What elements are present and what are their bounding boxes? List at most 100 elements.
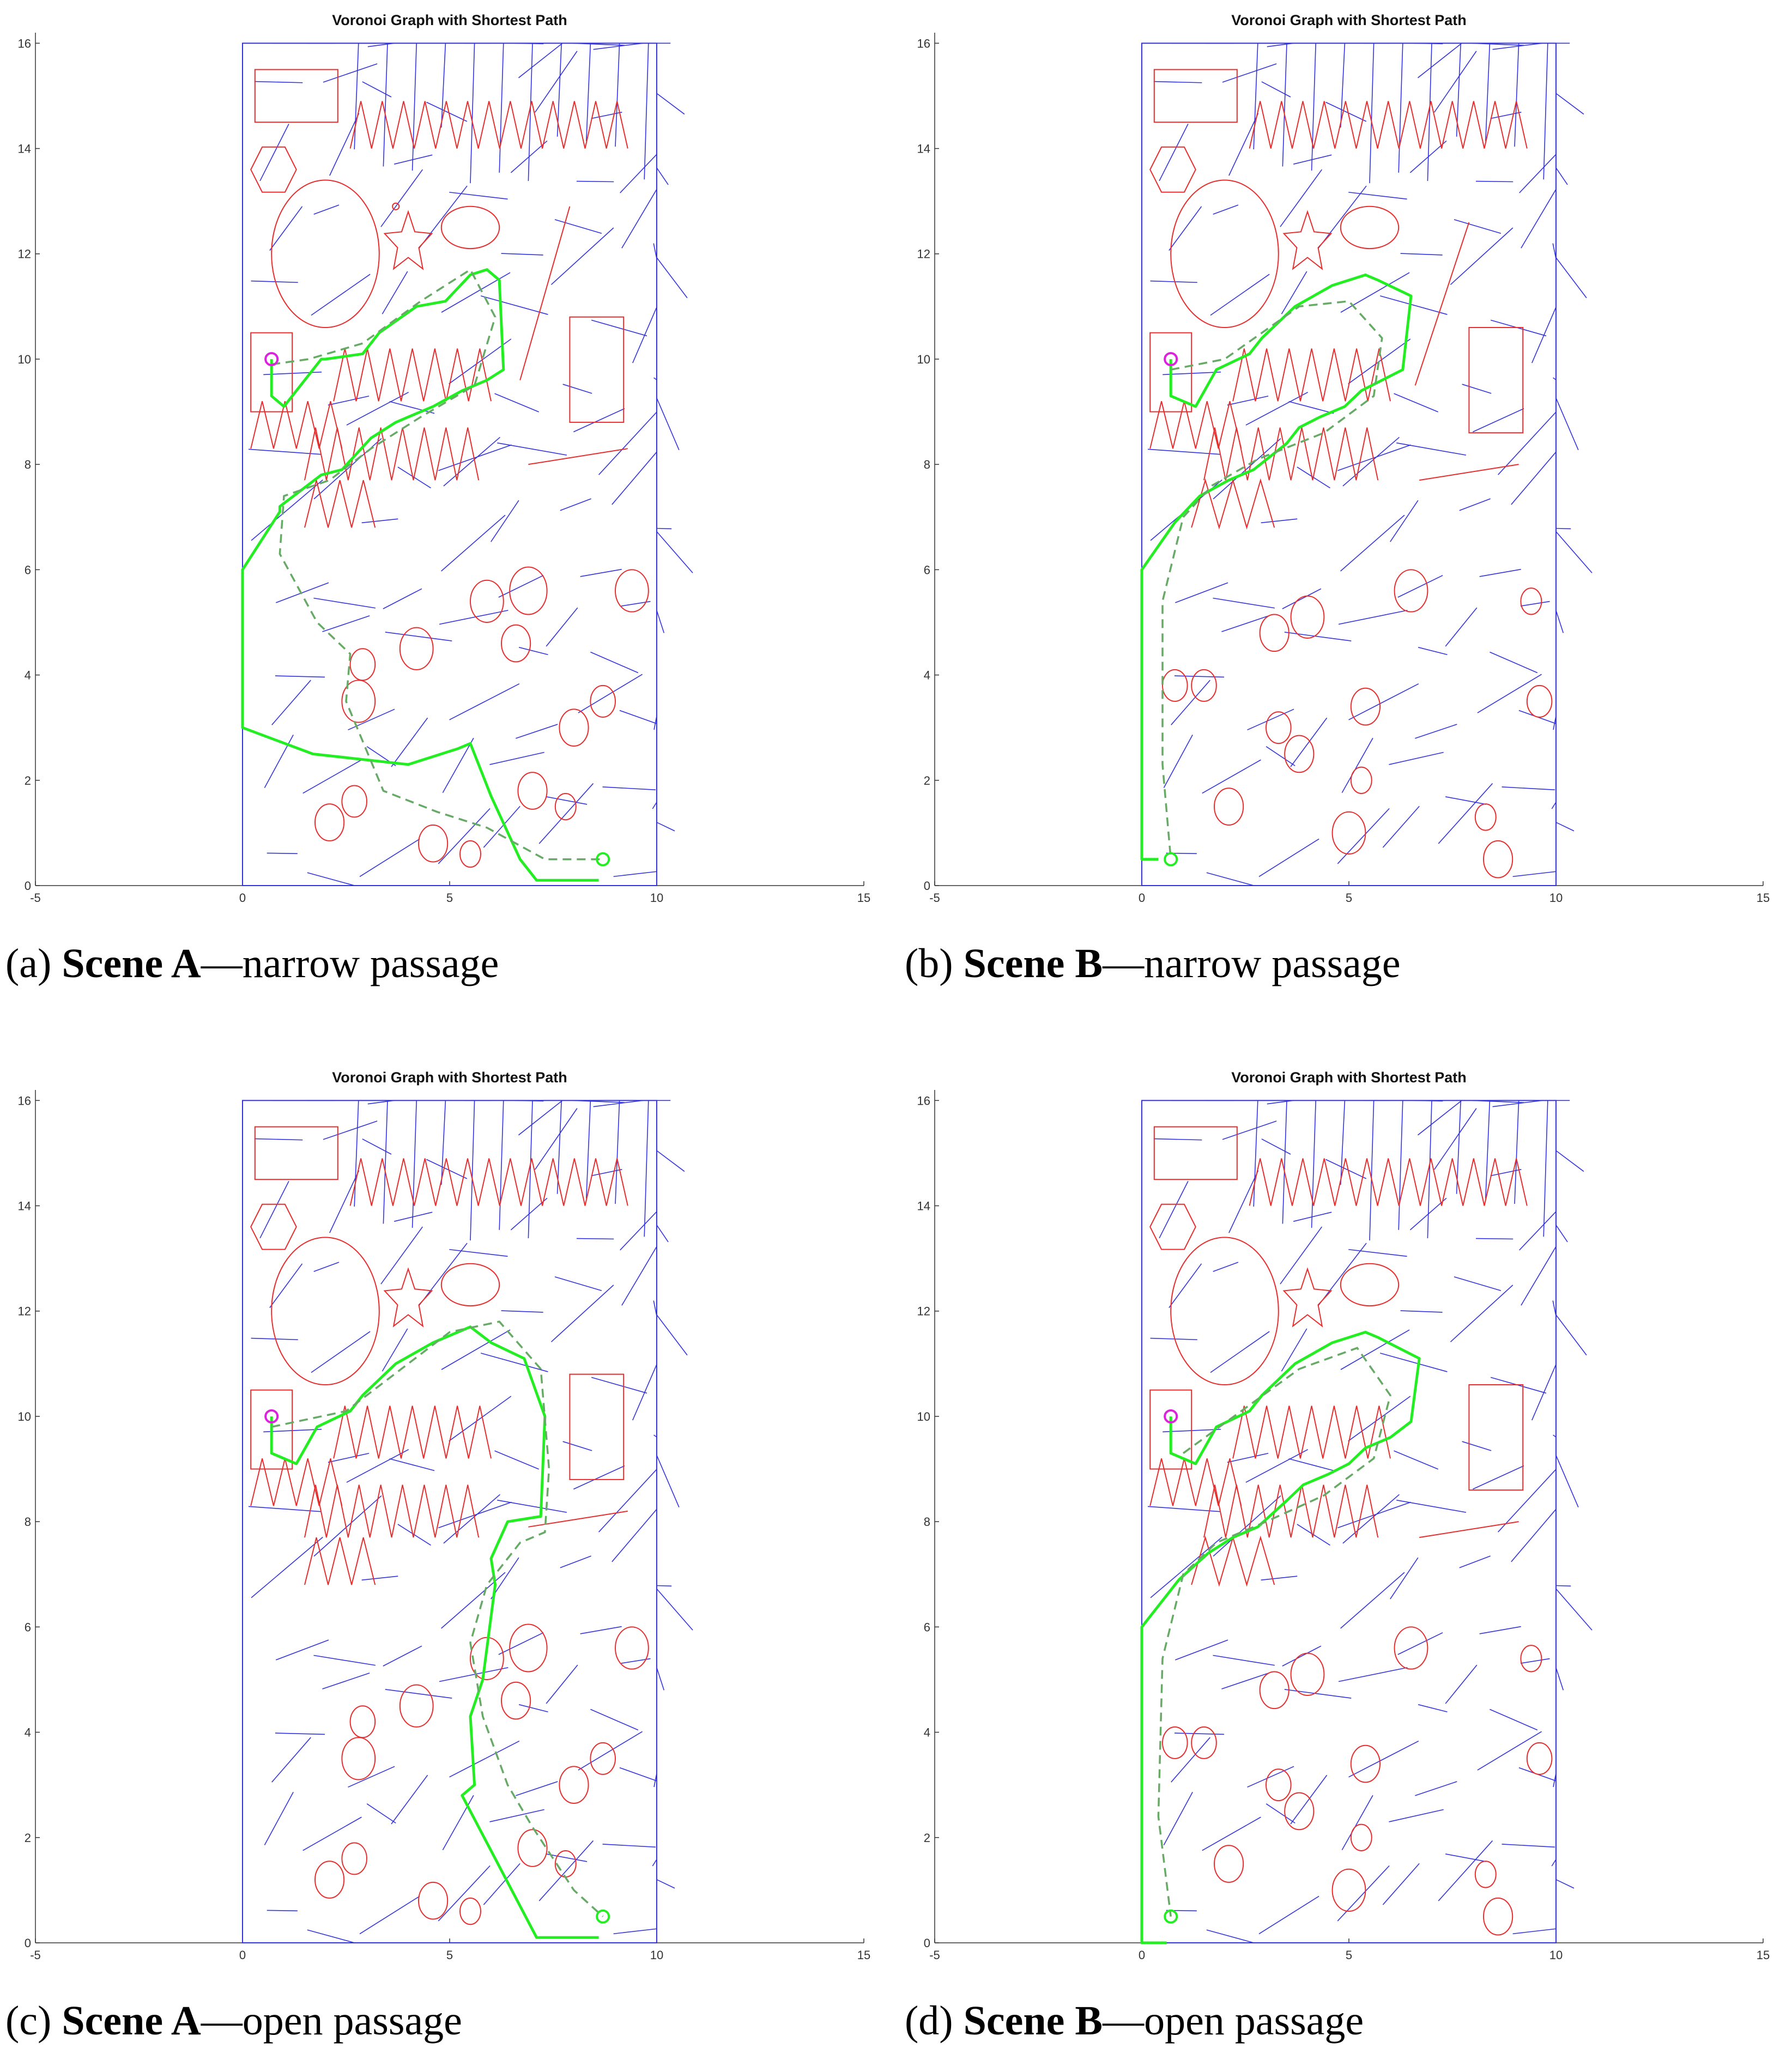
- voronoi-edge: [1267, 43, 1294, 47]
- voronoi-edge: [393, 154, 433, 165]
- obstacle-ellipse: [418, 824, 449, 863]
- voronoi-edge: [656, 1225, 669, 1243]
- x-tick-label: 10: [1549, 891, 1563, 905]
- voronoi-edge: [577, 180, 614, 183]
- voronoi-edges: [1147, 1100, 1593, 1943]
- voronoi-edge: [483, 805, 520, 848]
- voronoi-edge: [546, 796, 588, 805]
- voronoi-edge: [598, 411, 657, 475]
- voronoi-edge: [1433, 1108, 1477, 1170]
- voronoi-edge: [1450, 227, 1513, 285]
- x-tick-label: -5: [929, 1948, 940, 1962]
- obstacle-ellipse: [501, 1681, 531, 1720]
- x-tick-label: 0: [1139, 891, 1145, 905]
- obstacle-zigzag: [1203, 1485, 1379, 1538]
- voronoi-edge: [1427, 1100, 1432, 1239]
- obstacle-star: [1282, 210, 1333, 270]
- voronoi-edge: [1284, 1689, 1352, 1699]
- voronoi-edge: [1171, 1737, 1210, 1783]
- y-tick-label: 4: [924, 1726, 930, 1740]
- obstacle-ellipse: [559, 1766, 589, 1804]
- voronoi-edge: [1485, 43, 1491, 142]
- voronoi-edge: [254, 1138, 303, 1141]
- voronoi-edge: [385, 1689, 452, 1699]
- workspace-boundary: [1141, 1100, 1557, 1943]
- voronoi-edge: [615, 43, 620, 147]
- voronoi-edge: [1520, 601, 1550, 607]
- voronoi-edge: [1213, 1262, 1239, 1272]
- voronoi-edge: [248, 449, 321, 455]
- voronoi-edge: [653, 1773, 657, 1788]
- voronoi-edge: [546, 607, 578, 647]
- voronoi-edge: [656, 1314, 688, 1356]
- voronoi-edge: [367, 43, 395, 47]
- voronoi-edge: [1520, 1658, 1550, 1664]
- voronoi-edge: [1490, 1169, 1522, 1177]
- voronoi-edge: [1175, 1639, 1228, 1661]
- obstacle-star: [383, 1267, 433, 1328]
- voronoi-edge: [1340, 514, 1405, 572]
- voronoi-edge: [1445, 1853, 1487, 1862]
- voronoi-edge: [1341, 737, 1373, 793]
- voronoi-edge: [1433, 51, 1477, 113]
- voronoi-edge: [615, 1100, 620, 1204]
- voronoi-edge: [1222, 63, 1277, 83]
- voronoi-edge: [438, 1865, 491, 1922]
- voronoi-edge: [313, 1262, 340, 1272]
- obstacle-ellipse: [271, 1237, 380, 1385]
- voronoi-edge: [534, 51, 578, 113]
- voronoi-edge: [656, 1150, 685, 1172]
- voronoi-edge: [1266, 1803, 1295, 1823]
- obstacle-ellipse: [470, 1637, 504, 1680]
- obstacle-ellipse: [1520, 587, 1542, 615]
- obstacle-zigzag: [1232, 348, 1391, 402]
- voronoi-edge: [251, 1337, 298, 1341]
- voronoi-edge: [483, 1863, 520, 1905]
- voronoi-edge: [1519, 1211, 1557, 1251]
- voronoi-edge: [1555, 398, 1579, 450]
- obstacle-ellipse: [1191, 1726, 1217, 1759]
- voronoi-edge: [1210, 274, 1270, 316]
- obstacle-ellipse: [1284, 1792, 1315, 1831]
- voronoi-edge: [1341, 1795, 1373, 1851]
- voronoi-edge: [411, 43, 417, 171]
- obstacle-line: [1419, 1521, 1519, 1538]
- obstacle-rect: [1149, 1389, 1192, 1470]
- voronoi-edge: [442, 1795, 474, 1851]
- voronoi-edge: [1340, 1329, 1410, 1370]
- voronoi-edge: [1418, 647, 1448, 656]
- caption-scene: Scene A: [62, 1998, 201, 2044]
- voronoi-edge: [1394, 393, 1439, 413]
- voronoi-edge: [1266, 746, 1295, 766]
- voronoi-edge: [359, 1895, 420, 1935]
- voronoi-edge: [1479, 1626, 1521, 1634]
- voronoi-edge: [550, 227, 614, 285]
- voronoi-edge: [656, 167, 669, 185]
- voronoi-edge: [1338, 610, 1408, 625]
- voronoi-edge: [518, 43, 563, 78]
- voronoi-edge: [498, 1632, 544, 1655]
- voronoi-edge: [1318, 185, 1367, 249]
- voronoi-edge: [554, 1276, 602, 1292]
- voronoi-edge: [602, 1844, 656, 1848]
- obstacle-rect: [569, 316, 625, 423]
- voronoi-edge: [1459, 1555, 1491, 1568]
- voronoi-edge: [1159, 124, 1189, 181]
- voronoi-edge: [1445, 796, 1487, 805]
- voronoi-edge: [612, 451, 657, 505]
- voronoi-edge: [1348, 1249, 1407, 1257]
- voronoi-edge: [501, 253, 543, 256]
- voronoi-edge: [1221, 1673, 1269, 1689]
- voronoi-edge: [1147, 1506, 1220, 1512]
- obstacle-ellipse: [1350, 1823, 1372, 1851]
- voronoi-edge: [1477, 674, 1542, 713]
- voronoi-edge: [1369, 43, 1375, 184]
- voronoi-edge: [494, 393, 540, 413]
- voronoi-edge: [442, 737, 474, 793]
- voronoi-edge: [1555, 167, 1568, 185]
- y-tick-label: 6: [924, 563, 930, 577]
- voronoi-edge: [1213, 204, 1239, 215]
- voronoi-edge: [1150, 1536, 1222, 1598]
- shortest-path-line: [1140, 1330, 1421, 1944]
